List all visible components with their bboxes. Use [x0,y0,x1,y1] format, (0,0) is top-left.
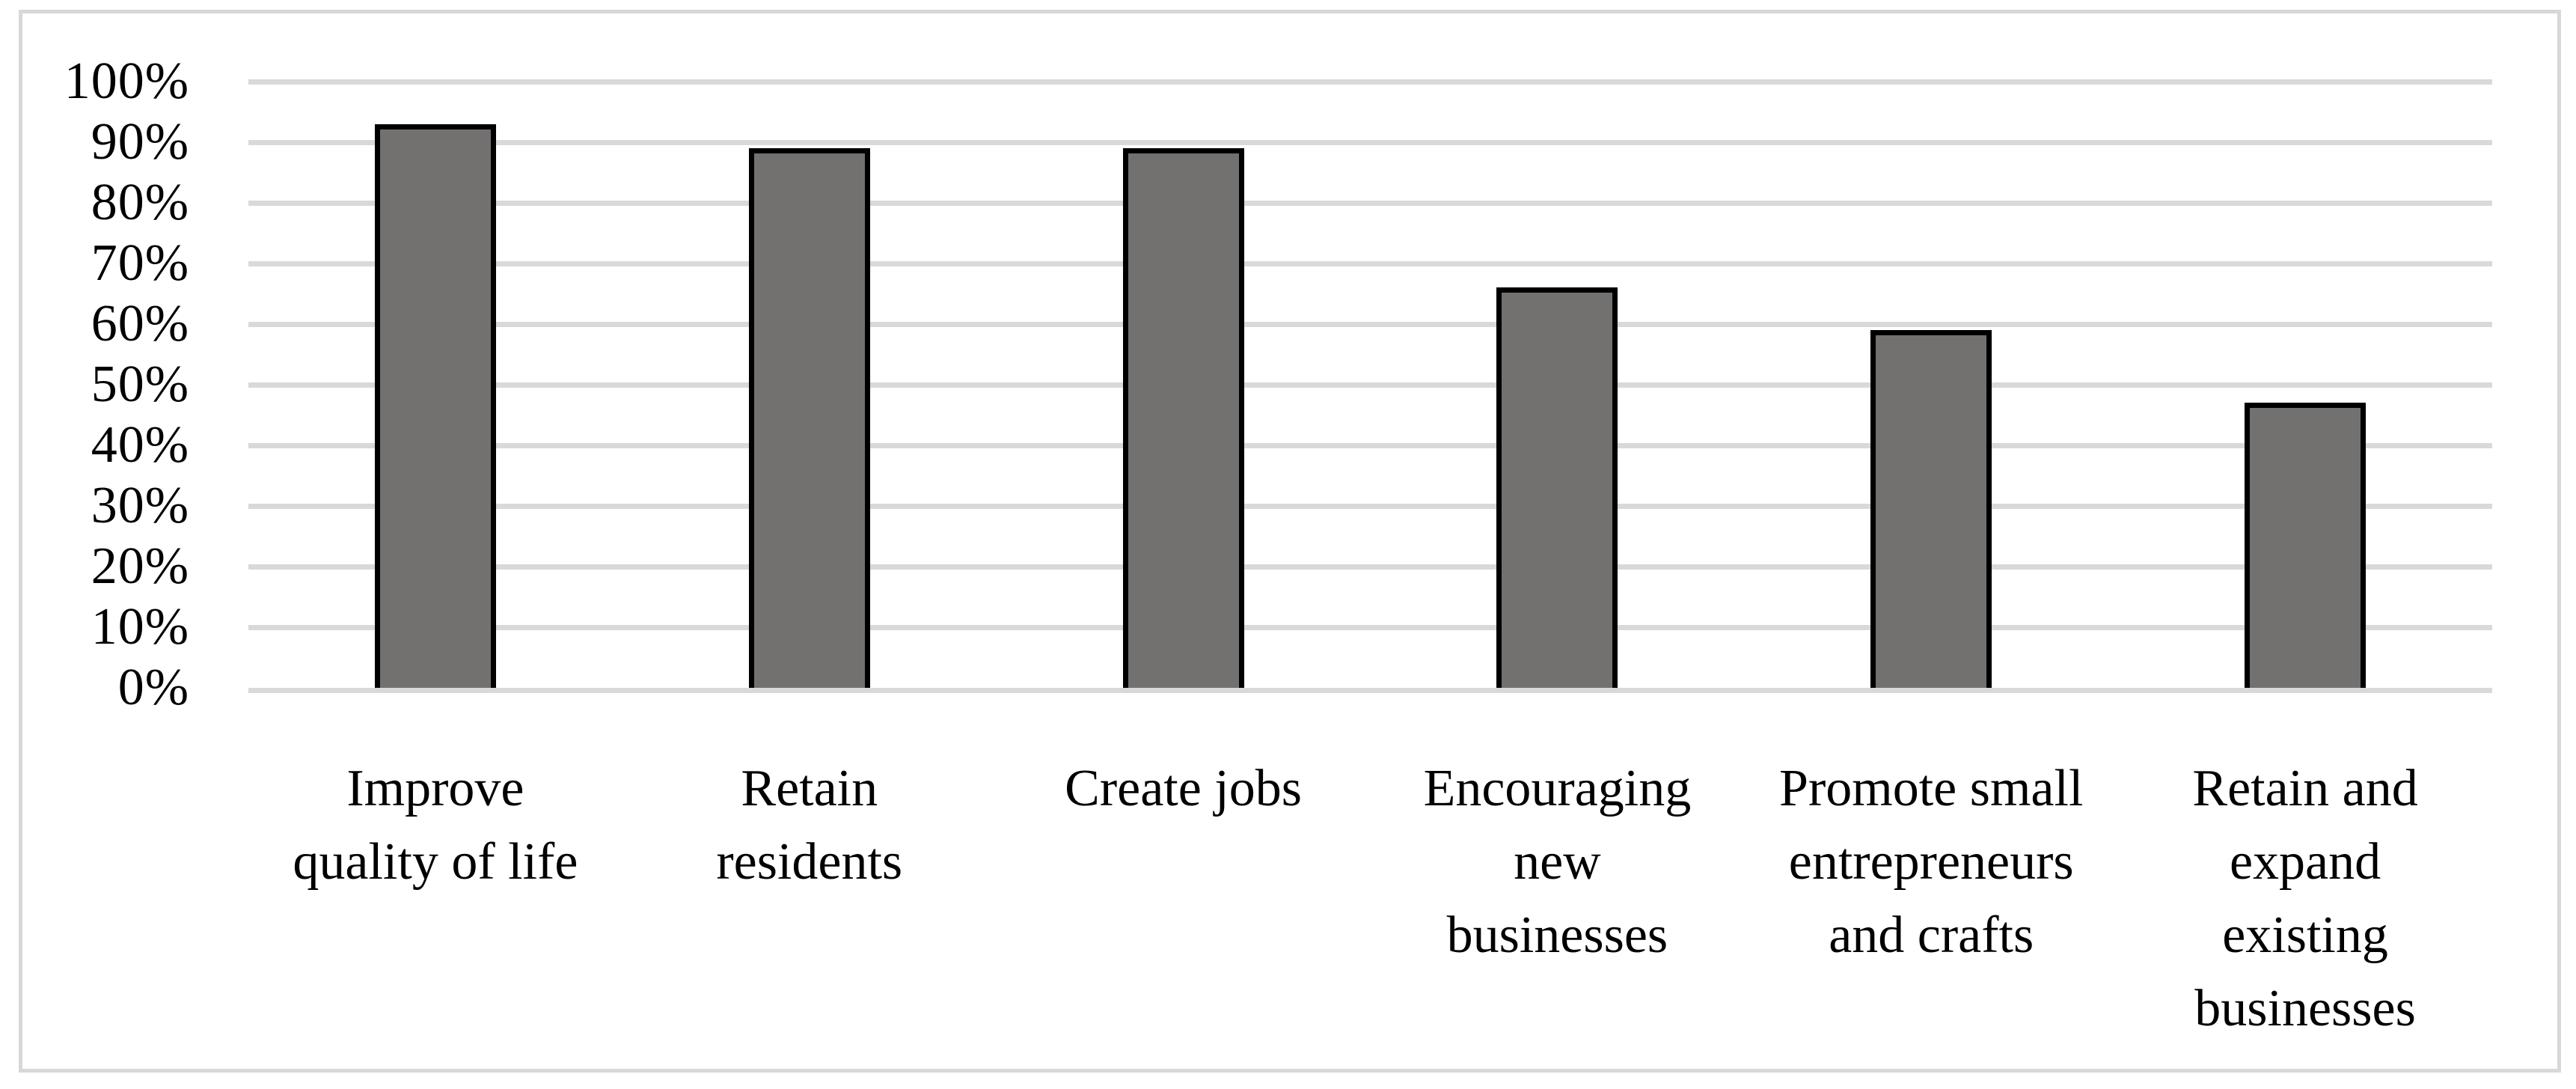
gridlines-layer [248,79,2492,693]
y-axis-tick-label: 20% [91,537,189,595]
chart-frame: 100% 90% 80% 70% 60% 50% 40% 30% 20% 10%… [19,10,2561,1073]
bar-slot [622,82,997,688]
gridline [248,503,2492,509]
category-label-retain-residents: Retain residents [716,760,903,891]
bar-slot [2118,82,2492,688]
bar-improve-quality-of-life [374,123,496,688]
y-axis-tick-label: 30% [91,477,189,534]
category-label-promote-small-entrepreneurs-and-crafts: Promote small entrepreneurs and crafts [1779,760,2084,964]
bar-retain-and-expand-existing-businesses [2245,403,2367,688]
bar-slot [997,82,1371,688]
gridline [248,624,2492,630]
gridline [248,260,2492,266]
y-axis-tick-label: 100% [64,52,189,110]
y-axis-tick-label: 40% [91,416,189,474]
gridline [248,442,2492,448]
category-label-create-jobs: Create jobs [1065,760,1302,817]
y-axis-tick-label: 80% [91,174,189,231]
category-label-encouraging-new-businesses: Encouraging new businesses [1423,760,1692,964]
y-axis-tick-label: 0% [117,659,189,716]
bar-create-jobs [1122,148,1244,688]
bar-slot [248,82,622,688]
gridline [248,139,2492,145]
bar-slot [1744,82,2118,688]
bar-retain-residents [748,148,870,688]
gridline [248,321,2492,327]
y-axis-tick-label: 60% [91,295,189,353]
y-axis-tick-label: 50% [91,356,189,413]
bar-encouraging-new-businesses [1496,287,1618,688]
gridline [248,200,2492,206]
x-axis-baseline [248,688,2492,693]
category-label-improve-quality-of-life: Improve quality of life [293,760,578,891]
y-axis: 100% 90% 80% 70% 60% 50% 40% 30% 20% 10%… [22,55,189,714]
bar-promote-small-entrepreneurs-and-crafts [1870,330,1992,688]
gridline [248,79,2492,85]
category-label-retain-and-expand-existing-businesses: Retain and expand existing businesses [2192,760,2418,1037]
y-axis-tick-label: 10% [91,598,189,656]
gridline [248,564,2492,570]
y-axis-tick-label: 90% [91,113,189,171]
bar-slot [1370,82,1744,688]
plot-area [248,82,2492,688]
x-axis-labels: Improve quality of life Retain residents… [248,752,2492,1046]
gridline [248,382,2492,388]
y-axis-tick-label: 70% [91,234,189,292]
